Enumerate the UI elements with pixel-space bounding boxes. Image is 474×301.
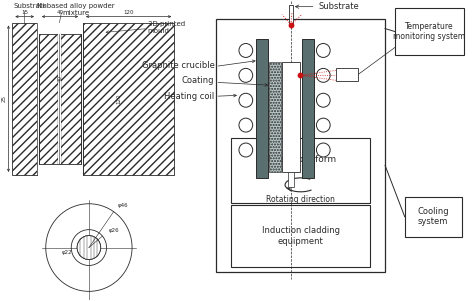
Text: 15: 15 <box>21 10 28 15</box>
Bar <box>231 205 370 268</box>
Bar <box>289 5 293 25</box>
Bar <box>231 138 370 203</box>
Bar <box>405 197 462 237</box>
Bar <box>83 23 174 175</box>
Text: 40: 40 <box>57 75 63 82</box>
Text: 40: 40 <box>56 10 64 15</box>
Text: Induction cladding
equipment: Induction cladding equipment <box>262 226 340 246</box>
Text: Cooling
system: Cooling system <box>417 207 449 226</box>
Bar <box>37 23 39 175</box>
Point <box>287 22 295 27</box>
Text: φ22: φ22 <box>62 250 72 255</box>
Bar <box>255 39 268 178</box>
Bar <box>395 8 464 55</box>
Bar <box>217 19 385 272</box>
Circle shape <box>77 236 100 259</box>
Text: Rotating direction: Rotating direction <box>266 195 335 204</box>
Bar <box>282 62 300 172</box>
Text: Coating: Coating <box>182 76 214 85</box>
Text: Rotary platform: Rotary platform <box>265 155 337 164</box>
Point <box>296 73 303 78</box>
Text: Ni-based alloy powder
mixture: Ni-based alloy powder mixture <box>37 3 115 16</box>
Text: Substrate: Substrate <box>295 2 359 11</box>
Text: φ26: φ26 <box>109 228 119 233</box>
Text: 3D printed
mould: 3D printed mould <box>148 20 185 34</box>
Bar <box>39 33 81 164</box>
Bar <box>336 68 357 81</box>
Text: Graphite crucible: Graphite crucible <box>142 61 214 70</box>
Bar <box>57 33 62 164</box>
Text: 120: 120 <box>123 10 134 15</box>
Text: Temperature
monitoring system: Temperature monitoring system <box>393 22 465 41</box>
Bar <box>288 172 294 187</box>
Text: Substrate: Substrate <box>13 3 47 9</box>
Bar <box>269 62 281 172</box>
Text: φ46: φ46 <box>118 203 129 208</box>
Bar <box>302 39 314 178</box>
Text: 25: 25 <box>1 95 7 102</box>
Text: 120: 120 <box>116 94 121 104</box>
Text: Heating coil: Heating coil <box>164 92 214 101</box>
Bar <box>12 23 37 175</box>
